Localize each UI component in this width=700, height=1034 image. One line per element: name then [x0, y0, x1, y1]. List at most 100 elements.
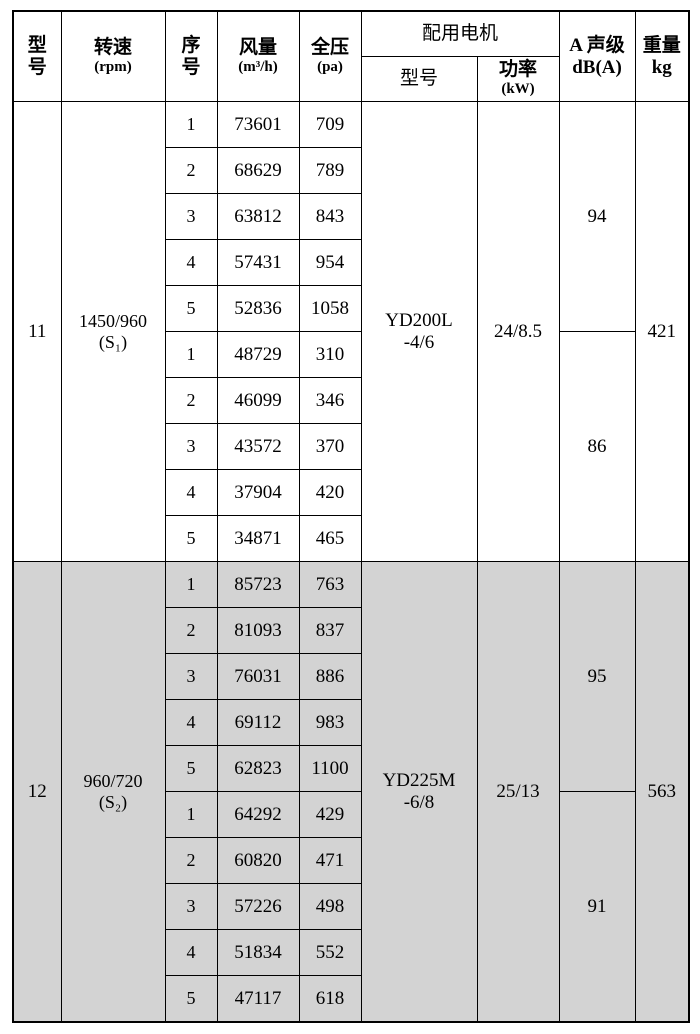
cell-index: 4	[164, 699, 218, 746]
cell-index: 5	[164, 515, 218, 562]
header-model-line1: 型	[27, 34, 47, 56]
header-pressure-line1: 全压	[310, 36, 349, 58]
cell-airflow: 37904	[216, 469, 300, 516]
table-row: 5 47117 618	[13, 975, 689, 1023]
cell-airflow: 63812	[216, 193, 300, 240]
table-row: 4 57431 954	[13, 239, 689, 286]
spec-sheet: 型 号 转速 (rpm) 序 号 风量 (m³/h) 全压 (pa)	[0, 10, 700, 1034]
cell-index: 3	[164, 653, 218, 700]
cell-pressure: 429	[298, 791, 362, 838]
cell-index: 3	[164, 883, 218, 930]
table-row: 1 48729 310 86	[13, 331, 689, 562]
cell-index: 3	[164, 423, 218, 470]
header-noise-line2: dB(A)	[572, 56, 622, 78]
fan-spec-table: 型 号 转速 (rpm) 序 号 风量 (m³/h) 全压 (pa)	[12, 10, 691, 1023]
cell-speed-line1: 960/720	[83, 770, 143, 791]
cell-pressure: 471	[298, 837, 362, 884]
cell-airflow: 68629	[216, 147, 300, 194]
cell-pressure: 886	[298, 653, 362, 700]
cell-motor-power: 25/13	[476, 561, 560, 1023]
header-speed-line2: (rpm)	[94, 58, 132, 75]
cell-noise-low: 86	[558, 331, 636, 562]
table-row: 3 57226 498	[13, 883, 689, 930]
cell-pressure: 983	[298, 699, 362, 746]
cell-speed-line1: 1450/960	[78, 310, 147, 331]
cell-airflow: 60820	[216, 837, 300, 884]
cell-index: 4	[164, 929, 218, 976]
header-weight-line1: 重量	[642, 34, 681, 56]
cell-index: 4	[164, 239, 218, 286]
cell-airflow: 69112	[216, 699, 300, 746]
table-row: 3 43572 370	[13, 423, 689, 470]
cell-index: 4	[164, 469, 218, 516]
cell-motor-power: 24/8.5	[476, 101, 560, 562]
header-motor-power: 功率 (kW)	[476, 56, 560, 102]
header-noise-line1: A 声级	[569, 34, 625, 56]
header-speed-line1: 转速	[93, 36, 132, 58]
header-airflow: 风量 (m³/h)	[216, 10, 300, 102]
cell-motor-model: YD225M -6/8	[360, 561, 478, 1023]
header-index-line2: 号	[181, 56, 201, 78]
header-pressure-line2: (pa)	[317, 58, 343, 75]
cell-pressure: 1100	[298, 745, 362, 792]
cell-speed-line2: (S₁)	[98, 331, 128, 352]
header-speed: 转速 (rpm)	[60, 10, 166, 102]
header-airflow-line1: 风量	[238, 36, 277, 58]
cell-motor-model-line1: YD200L	[385, 309, 453, 331]
cell-airflow: 57431	[216, 239, 300, 286]
cell-airflow: 46099	[216, 377, 300, 424]
table-row: 12 960/720 (S₂) 1 85723 763 YD225M -6/8 …	[12, 561, 690, 1023]
cell-airflow: 81093	[216, 607, 300, 654]
cell-airflow: 57226	[216, 883, 300, 930]
cell-airflow: 62823	[216, 745, 300, 792]
table-row: 2 68629 789	[13, 147, 689, 194]
cell-pressure: 843	[298, 193, 362, 240]
table-row: 5 62823 1100	[13, 745, 689, 792]
cell-airflow: 51834	[216, 929, 300, 976]
header-index-line1: 序	[181, 34, 201, 56]
header-pressure: 全压 (pa)	[298, 10, 362, 102]
table-row: 3 63812 843	[13, 193, 689, 240]
cell-index: 1	[164, 331, 218, 378]
table-row: 2 46099 346	[13, 377, 689, 424]
cell-motor-model-line2: -4/6	[403, 331, 435, 353]
cell-weight: 421	[634, 101, 690, 562]
cell-noise-low: 91	[558, 791, 636, 1023]
cell-noise-high: 95	[558, 561, 636, 792]
cell-weight: 563	[634, 561, 690, 1023]
cell-motor-model-line1: YD225M	[382, 769, 456, 791]
cell-pressure: 618	[298, 975, 362, 1023]
header-noise: A 声级 dB(A)	[558, 10, 636, 102]
cell-index: 1	[164, 791, 218, 838]
cell-index: 1	[164, 101, 218, 148]
cell-pressure: 709	[298, 101, 362, 148]
cell-pressure: 789	[298, 147, 362, 194]
table-row: 11 1450/960 (S₁) 1 73601 709 YD200L -4/6…	[12, 101, 690, 562]
cell-motor-model: YD200L -4/6	[360, 101, 478, 562]
header-weight-line2: kg	[651, 56, 672, 78]
table-row: 3 76031 886	[13, 653, 689, 700]
cell-pressure: 954	[298, 239, 362, 286]
cell-pressure: 837	[298, 607, 362, 654]
cell-model: 12	[12, 561, 62, 1023]
cell-index: 5	[164, 975, 218, 1023]
cell-pressure: 346	[298, 377, 362, 424]
cell-airflow: 64292	[216, 791, 300, 838]
cell-index: 5	[164, 745, 218, 792]
cell-index: 2	[164, 377, 218, 424]
table-row: 5 52836 1058	[13, 285, 689, 332]
header-airflow-line2: (m³/h)	[238, 58, 278, 75]
cell-airflow: 52836	[216, 285, 300, 332]
header-weight: 重量 kg	[634, 10, 690, 102]
table-row: 4 51834 552	[13, 929, 689, 976]
header-motor-power-line1: 功率	[499, 59, 538, 81]
table-row: 2 60820 471	[13, 837, 689, 884]
table-row: 4 69112 983	[13, 699, 689, 746]
cell-index: 2	[164, 837, 218, 884]
cell-speed: 960/720 (S₂)	[60, 561, 166, 1023]
cell-pressure: 420	[298, 469, 362, 516]
cell-pressure: 498	[298, 883, 362, 930]
cell-index: 2	[164, 607, 218, 654]
cell-airflow: 48729	[216, 331, 300, 378]
cell-speed-line2: (S₂)	[98, 791, 128, 812]
